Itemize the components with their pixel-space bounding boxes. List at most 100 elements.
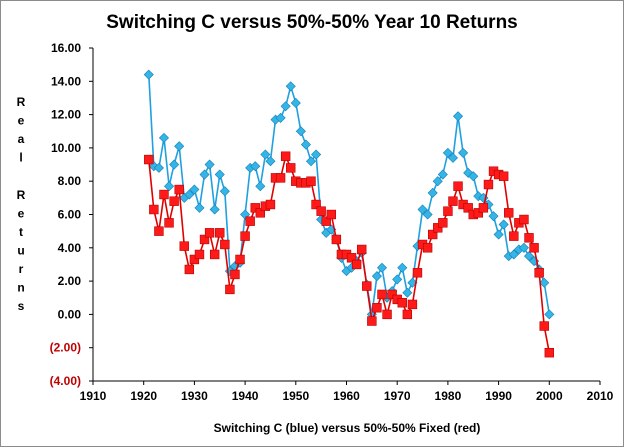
data-point [189,254,200,265]
series-layer [143,69,555,358]
data-point [478,203,489,213]
data-point [422,243,433,253]
data-point [397,298,407,308]
data-point [463,203,473,213]
data-point [438,218,448,228]
data-point [371,271,382,282]
data-point [149,204,159,215]
y-axis-label-letter: R [17,95,26,109]
data-point [427,187,438,198]
data-point [199,169,210,180]
y-axis-label-letter: t [19,225,23,239]
y-tick-label: 10.00 [51,141,81,155]
data-point [534,268,544,278]
data-point [184,264,195,275]
x-tick-label: 1950 [282,389,309,403]
data-point [189,184,200,195]
data-point [280,101,291,112]
data-point [407,299,418,310]
data-point [311,199,321,210]
data-point [245,216,255,226]
data-point [184,189,195,200]
data-point [169,196,179,206]
data-point [498,219,509,230]
data-point [306,176,316,186]
data-point [539,277,550,288]
data-point [169,159,180,170]
data-point [164,181,175,192]
data-point [240,231,250,241]
data-point [286,163,296,173]
x-tick-label: 1970 [384,389,411,403]
data-point [225,284,235,295]
x-tick-label: 1910 [80,389,107,403]
data-point [422,209,433,220]
data-point [544,347,555,358]
data-point [458,147,469,158]
data-point [357,244,367,255]
x-tick-label: 1960 [333,389,360,403]
data-point [382,309,392,320]
data-point [235,254,245,265]
data-point [250,203,260,213]
y-tick-label: 4.00 [58,241,82,255]
y-tick-label: 16.00 [51,41,81,55]
x-tick-label: 1930 [181,389,208,403]
x-tick-label: 1980 [435,389,462,403]
data-point [508,249,519,260]
data-point [144,154,154,165]
y-axis-label-letter: e [18,114,25,128]
y-tick-label: 12.00 [51,108,81,122]
data-point [321,216,331,226]
data-point [316,206,326,216]
data-point [194,249,205,260]
data-point [194,202,205,213]
y-axis-label-letter: n [17,281,24,295]
data-point [377,289,387,300]
data-point [427,229,438,240]
data-point [209,249,220,260]
data-point [453,181,463,191]
data-point [204,228,215,238]
data-point [524,233,534,243]
data-point [230,269,240,280]
data-point [362,281,372,291]
data-point [305,156,317,167]
x-axis-label: Switching C (blue) versus 50%-50% Fixed … [214,421,481,435]
data-point [214,169,225,180]
data-point [523,251,535,262]
y-tick-label: 2.00 [58,274,82,288]
x-tick-label: 1990 [485,389,512,403]
data-point [215,228,225,238]
data-point [295,126,306,137]
data-point [154,226,164,236]
y-tick-label: 14.00 [51,74,81,88]
data-point [468,171,479,182]
data-point [158,132,170,143]
y-tick-label: (2.00) [50,341,81,355]
x-tick-label: 2000 [536,389,563,403]
data-point [498,171,509,181]
x-tick-label: 1920 [130,389,157,403]
data-point [448,196,458,206]
y-axis-label-letter: l [19,151,22,165]
data-point [275,112,286,123]
data-point [402,309,413,320]
data-point [265,156,276,167]
data-point [143,69,154,80]
data-point [300,139,311,150]
y-axis-label-letter: a [18,132,25,146]
data-point [412,268,423,278]
y-tick-label: 0.00 [58,307,82,321]
data-point [504,208,514,218]
data-point [539,321,549,331]
y-axis-label-letter: e [18,207,25,221]
data-point [209,204,220,215]
data-point [260,149,271,160]
data-point [437,169,448,180]
data-point [179,241,189,251]
data-point [250,161,261,172]
data-point [275,173,286,183]
